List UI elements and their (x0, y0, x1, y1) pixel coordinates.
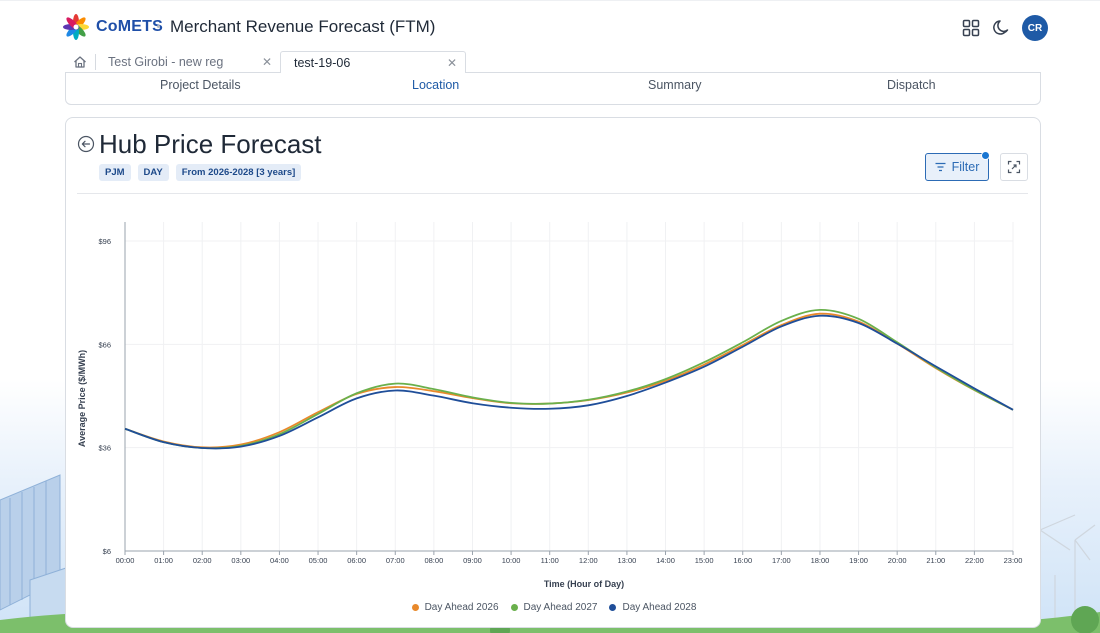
x-tick-label: 19:00 (849, 556, 868, 565)
step-summary[interactable]: Summary (648, 78, 702, 92)
tab-label: Test Girobi - new reg (108, 55, 224, 69)
x-tick-label: 09:00 (463, 556, 482, 565)
series-line-day-ahead-2028 (124, 314, 1014, 450)
chip-market: PJM (99, 164, 131, 181)
workflow-steps: Project Details Location Summary Dispatc… (65, 72, 1041, 105)
filter-active-badge (981, 151, 990, 160)
comets-logo[interactable]: CoMETS (62, 14, 163, 40)
filter-button[interactable]: Filter (925, 153, 989, 181)
x-tick-label: 08:00 (424, 556, 443, 565)
x-tick-label: 03:00 (231, 556, 250, 565)
project-tabs: Test Girobi - new reg ✕ test-19-06 ✕ (65, 51, 1040, 73)
legend-swatch (609, 604, 617, 611)
x-tick-label: 06:00 (347, 556, 366, 565)
close-icon[interactable]: ✕ (261, 55, 272, 69)
x-axis-title: Time (Hour of Day) (544, 579, 624, 589)
tab-divider (95, 54, 96, 70)
close-icon[interactable]: ✕ (446, 56, 457, 70)
legend-swatch (411, 604, 419, 611)
page-title: Merchant Revenue Forecast (FTM) (170, 17, 436, 36)
x-tick-label: 12:00 (579, 556, 598, 565)
legend-label: Day Ahead 2028 (622, 602, 697, 613)
x-tick-label: 23:00 (1004, 556, 1023, 565)
filter-label: Filter (951, 160, 980, 174)
home-icon[interactable] (73, 55, 87, 69)
x-tick-label: 01:00 (154, 556, 173, 565)
x-tick-label: 20:00 (888, 556, 907, 565)
moon-icon[interactable] (992, 19, 1010, 37)
x-tick-label: 15:00 (695, 556, 714, 565)
app-header: CoMETS Merchant Revenue Forecast (FTM) C… (0, 0, 1100, 52)
y-tick-label: $36 (98, 444, 111, 453)
back-arrow-icon[interactable] (77, 135, 95, 153)
logo-text: CoMETS (96, 18, 163, 35)
legend-swatch (510, 604, 518, 611)
x-tick-label: 21:00 (926, 556, 945, 565)
card-divider (77, 193, 1028, 194)
header-separator-dot (157, 25, 160, 28)
step-project-details[interactable]: Project Details (160, 78, 241, 92)
y-tick-label: $6 (103, 547, 111, 556)
expand-icon (1007, 160, 1021, 174)
apps-grid-icon[interactable] (962, 19, 980, 37)
filter-chips: PJM DAY From 2026-2028 [3 years] (99, 164, 302, 181)
y-axis-title: Average Price ($/MWh) (77, 350, 87, 447)
x-tick-label: 11:00 (541, 556, 559, 565)
legend-item-2026[interactable]: Day Ahead 2026 (411, 602, 499, 613)
x-tick-label: 22:00 (965, 556, 984, 565)
series-line-day-ahead-2027 (124, 308, 1014, 450)
avatar[interactable]: CR (1022, 15, 1048, 41)
x-tick-label: 14:00 (656, 556, 675, 565)
card-title: Hub Price Forecast (99, 129, 322, 159)
chip-date-range: From 2026-2028 [3 years] (175, 164, 302, 181)
hub-price-line-chart: $6 $36 $66 $96 00:00 01:00 02:00 03:00 04:00 05:0… (77, 222, 1023, 589)
x-tick-label: 02:00 (193, 556, 212, 565)
legend-item-2028[interactable]: Day Ahead 2028 (609, 602, 696, 613)
comets-flower-icon (63, 14, 89, 40)
x-tick-label: 18:00 (811, 556, 830, 565)
tab-test-19-06[interactable]: test-19-06 ✕ (280, 51, 466, 73)
x-tick-label: 13:00 (618, 556, 637, 565)
step-location[interactable]: Location (412, 78, 460, 92)
chip-granularity: DAY (137, 164, 169, 181)
step-dispatch[interactable]: Dispatch (887, 78, 936, 92)
header-actions: CR (962, 15, 1048, 41)
y-tick-label: $96 (98, 237, 111, 246)
x-tick-label: 17:00 (772, 556, 791, 565)
tab-test-girobi[interactable]: Test Girobi - new reg ✕ (95, 51, 280, 73)
x-tick-label: 10:00 (502, 556, 521, 565)
x-tick-label: 05:00 (309, 556, 328, 565)
legend-item-2027[interactable]: Day Ahead 2027 (510, 602, 598, 613)
tab-label: test-19-06 (294, 55, 351, 70)
filter-lines-icon (935, 162, 946, 172)
chart-container: $6 $36 $66 $96 00:00 01:00 02:00 03:00 04:00 05:0… (66, 206, 1042, 606)
x-tick-label: 16:00 (733, 556, 752, 565)
hub-price-forecast-card: Hub Price Forecast PJM DAY From 2026-202… (65, 117, 1041, 628)
y-tick-label: $66 (98, 340, 111, 349)
x-tick-label: 04:00 (270, 556, 289, 565)
x-tick-label: 00:00 (116, 556, 135, 565)
expand-button[interactable] (1000, 153, 1028, 181)
x-tick-label: 07:00 (386, 556, 405, 565)
legend-label: Day Ahead 2026 (424, 602, 499, 613)
legend-label: Day Ahead 2027 (523, 602, 598, 613)
chart-legend: Day Ahead 2026 Day Ahead 2027 Day Ahead … (66, 602, 1042, 613)
